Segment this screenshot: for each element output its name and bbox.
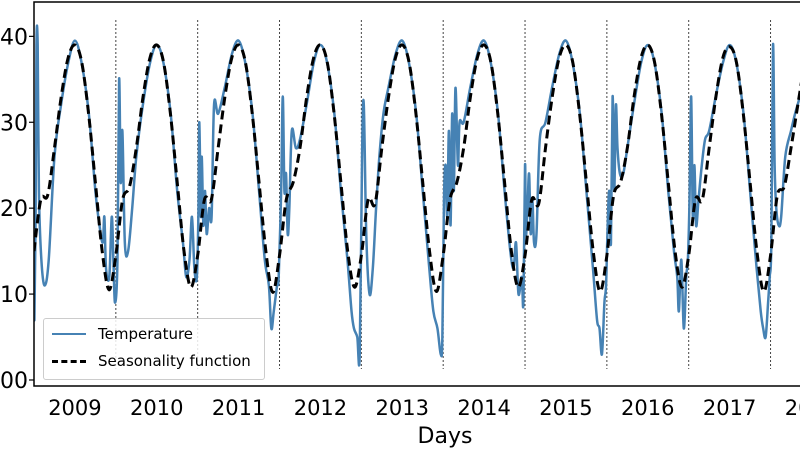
x-tick-label: 2015 (539, 396, 592, 420)
y-tick-label: 40 (0, 25, 28, 50)
legend: Temperature Seasonality function (43, 318, 265, 380)
legend-label: Seasonality function (98, 352, 251, 370)
x-tick-label: 2017 (703, 396, 756, 420)
x-tick-label: 2011 (212, 396, 265, 420)
x-tick-label: 2014 (457, 396, 510, 420)
axes: 00 10 20 30 40 2009 2010 2011 2012 2013 2014 2015 20… (0, 1, 800, 420)
legend-swatch-dashed (52, 359, 86, 363)
x-tick-label: 2018 (785, 396, 800, 420)
x-tick-label: 2012 (294, 396, 347, 420)
x-tick-label: 2016 (621, 396, 674, 420)
legend-label: Temperature (98, 325, 194, 343)
x-tick-label: 2013 (376, 396, 429, 420)
x-tick-label: 2010 (130, 396, 183, 420)
y-tick-label: 00 (0, 369, 28, 394)
temperature-line (34, 24, 800, 367)
series-lines (34, 24, 800, 367)
x-axis-label: Days (418, 424, 473, 449)
y-tick-label: 30 (0, 111, 28, 136)
legend-item-temperature: Temperature (52, 324, 193, 344)
legend-item-seasonality: Seasonality function (52, 351, 251, 371)
y-tick-label: 10 (0, 283, 28, 308)
legend-swatch-solid (52, 333, 86, 335)
x-tick-label: 2009 (48, 396, 101, 420)
plot-frame (33, 1, 800, 387)
y-tick-label: 20 (0, 197, 28, 222)
seasonality-function-line (34, 43, 800, 294)
